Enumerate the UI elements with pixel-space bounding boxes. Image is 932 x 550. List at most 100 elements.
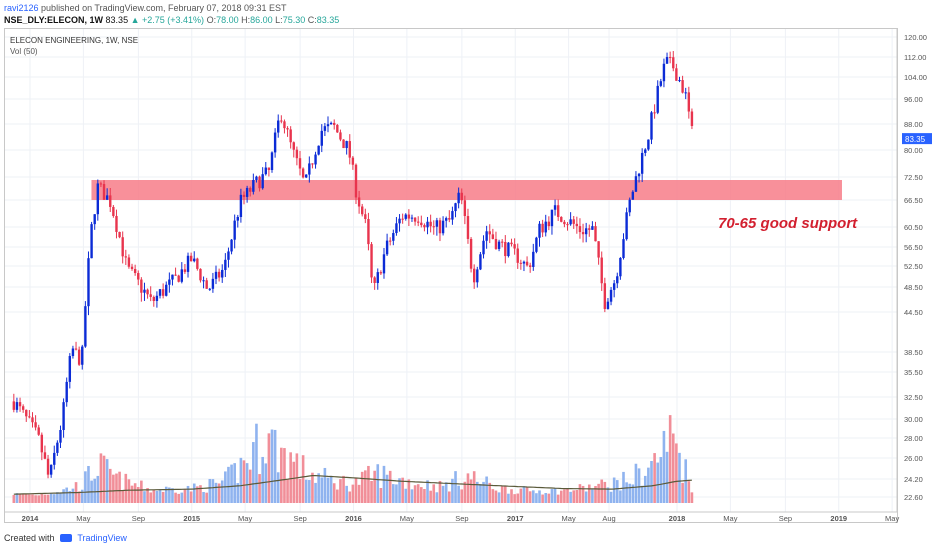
y-tick-label: 72.50 [904,173,923,182]
candle [457,192,460,204]
volume-bar [208,478,212,503]
y-tick-label: 52.50 [904,262,923,271]
candle [118,231,121,238]
volume-bar [687,481,691,503]
volume-bar [373,470,376,503]
candle [96,183,100,215]
volume-bar [591,489,594,503]
candles [12,51,694,479]
low-value: 75.30 [282,15,306,25]
volume-bar [510,489,513,503]
volume-bar [678,452,681,503]
candle [308,163,311,175]
volume-bar [115,473,118,503]
author-link[interactable]: ravi2126 [4,3,39,13]
candle [171,274,174,280]
volume-bar [301,455,305,503]
y-tick-label: 66.50 [904,196,923,205]
candle [656,85,659,113]
volume-bar [541,494,544,503]
candle [497,241,501,249]
volume-bar [311,472,314,503]
candle [25,409,28,417]
volume-bar [457,485,460,503]
volume-bar [544,492,548,503]
candle [547,221,551,227]
volume-bar [423,489,426,503]
volume-bar [513,494,516,503]
time-axis[interactable]: 2014 May Sep 2015 May Sep 2016 May Sep 2017 May Aug… [5,511,899,523]
volume-bar [180,492,184,503]
volume-bar [398,478,401,503]
y-tick-label: 24.20 [904,475,923,484]
volume-bar [547,493,551,503]
volume-bar [336,489,339,503]
candle [208,288,211,290]
volume-bar [317,473,320,503]
volume-bar [600,479,604,503]
volume-bar [631,484,635,503]
volume-bar [93,478,96,503]
volume-bar [130,485,134,503]
volume-bar [124,473,128,503]
volume-bar [12,495,16,503]
volume-bar [136,486,140,503]
candle [560,216,563,222]
candle [34,422,37,428]
candle [65,381,68,403]
candle [491,234,495,239]
candle [507,242,510,257]
x-tick-label: Sep [132,514,145,523]
candle [522,261,526,264]
x-tick-label: Sep [455,514,468,523]
tradingview-link[interactable]: TradingView [77,533,127,543]
volume-bar [65,487,69,503]
candle [245,187,249,197]
candle [196,258,199,269]
y-tick-label: 38.50 [904,348,923,357]
candle [612,283,616,290]
volume-bar [264,463,268,503]
volume-bar [323,467,327,503]
close-value: 83.35 [316,15,340,25]
x-tick-label: May [238,514,252,523]
volume-bar [472,471,476,503]
volume-bar [569,491,572,503]
candle [90,224,93,259]
volume-bar [659,457,663,503]
candle [130,266,134,269]
grid [5,29,897,512]
candle [84,306,87,347]
price-axis[interactable]: 120.00 112.00 104.00 96.00 88.00 80.00 72.50 66… [896,29,927,512]
volume-bar [413,485,417,503]
volume-bar [99,453,103,503]
candle [426,221,429,228]
volume-bar [71,488,75,503]
volume-bar [584,491,588,503]
candle [413,217,417,222]
candle [59,430,62,443]
candle [140,279,143,293]
candle [444,218,448,221]
volume-bar [690,492,694,503]
y-tick-label: 80.00 [904,146,923,155]
candle [538,223,541,238]
candle [121,237,124,257]
y-tick-label: 48.50 [904,283,923,292]
x-tick-label: 2018 [669,514,686,523]
annotation-text: 70-65 good support [718,215,858,232]
candle [606,301,610,309]
x-tick-label: 2015 [183,514,200,523]
candle [622,239,625,258]
candle [21,406,25,410]
candle [56,442,59,453]
candle [616,276,619,284]
candle [348,141,351,158]
y-tick-label: 35.50 [904,368,923,377]
candle [224,259,227,270]
candle [102,184,106,200]
candle [286,128,289,130]
volume-bar [385,474,389,503]
candle [619,257,622,277]
